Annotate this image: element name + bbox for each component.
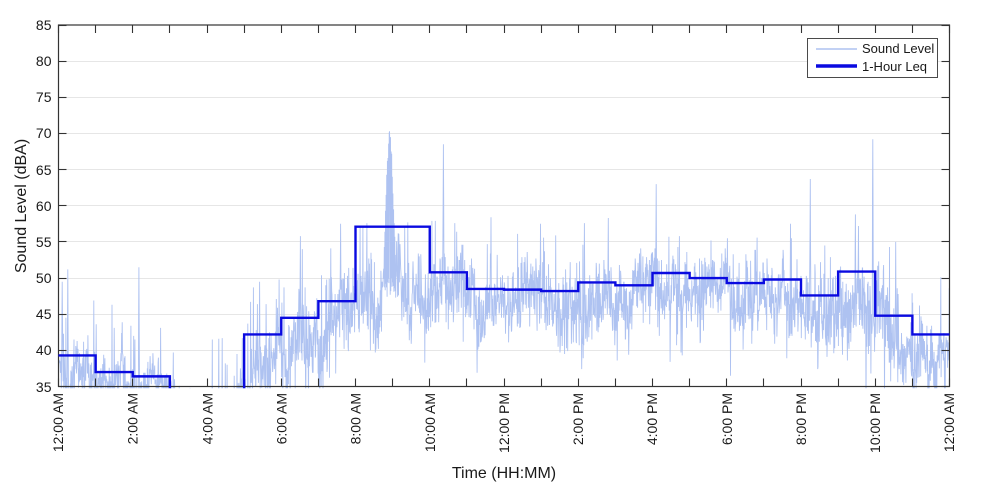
y-tick-label-80: 80 — [35, 53, 52, 70]
legend-line-sample-sound-level — [816, 47, 857, 50]
x-tick-label-9-6-00-pm: 6:00 PM — [718, 392, 735, 445]
y-tick-label-75: 75 — [35, 89, 52, 106]
x-tick-label-1-2-00-am: 2:00 AM — [124, 392, 141, 444]
y-tick-label-45: 45 — [35, 306, 52, 323]
y-tick-label-65: 65 — [35, 161, 52, 178]
x-tick-label-3-6-00-am: 6:00 AM — [273, 392, 290, 444]
x-tick-label-10-8-00-pm: 8:00 PM — [793, 392, 809, 445]
legend-label-sound-level: Sound Level — [862, 41, 935, 57]
sound-level-trace — [58, 131, 950, 389]
y-tick-label-35: 35 — [35, 378, 52, 395]
plot-border — [57, 24, 951, 388]
legend: Sound Level 1-Hour Leq — [807, 37, 938, 78]
y-tick-label-40: 40 — [35, 342, 52, 359]
legend-entry-leq: 1-Hour Leq — [808, 58, 937, 76]
y-tick-label-60: 60 — [35, 197, 52, 214]
x-tick-label-11-10-00-pm: 10:00 PM — [867, 392, 884, 453]
x-tick-label-5-10-00-am: 10:00 AM — [421, 392, 438, 452]
y-axis-title: Sound Level (dBA) — [12, 138, 30, 273]
x-tick-label-0-12-00-am: 12:00 AM — [50, 392, 67, 452]
x-tick-label-12-12-00-am: 12:00 AM — [941, 392, 958, 452]
leq-step-line — [58, 225, 950, 389]
x-tick-label-6-12-00-pm: 12:00 PM — [496, 392, 512, 453]
y-tick-label-85: 85 — [35, 17, 52, 33]
x-tick-label-8-4-00-pm: 4:00 PM — [644, 392, 661, 445]
y-tick-label-50: 50 — [35, 270, 52, 287]
gridlines — [58, 61, 950, 351]
y-tick-label-55: 55 — [35, 233, 52, 250]
x-axis-title: Time (HH:MM) — [451, 464, 557, 482]
y-tick-label-70: 70 — [35, 125, 52, 142]
legend-label-leq: 1-Hour Leq — [862, 58, 928, 74]
x-tick-label-7-2-00-pm: 2:00 PM — [570, 392, 587, 445]
x-tick-label-2-4-00-am: 4:00 AM — [199, 392, 215, 444]
legend-entry-sound-level: Sound Level — [808, 40, 937, 58]
x-tick-label-4-8-00-am: 8:00 AM — [347, 392, 364, 444]
legend-line-sample-leq — [816, 64, 857, 69]
